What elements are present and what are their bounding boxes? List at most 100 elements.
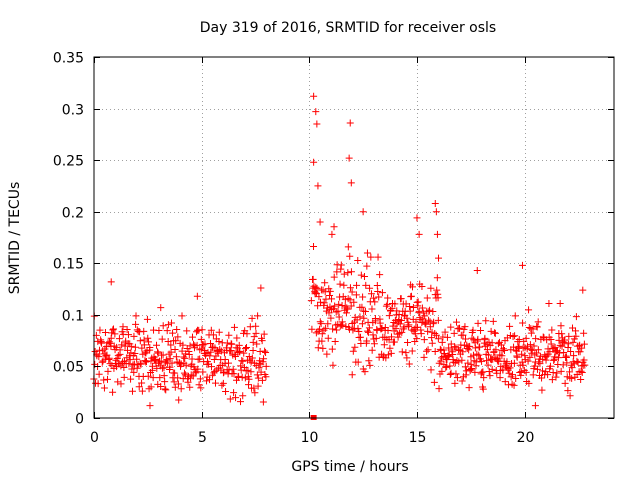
- data-point: [133, 364, 141, 372]
- data-point: [172, 353, 180, 361]
- data-point: [236, 398, 244, 406]
- data-point: [155, 327, 163, 335]
- data-point: [260, 355, 268, 363]
- data-point: [373, 326, 381, 334]
- data-point: [235, 372, 243, 380]
- data-point: [483, 346, 491, 354]
- data-point: [443, 363, 451, 371]
- data-point: [454, 346, 462, 354]
- data-point: [174, 380, 182, 388]
- data-point: [245, 375, 253, 383]
- data-point: [489, 317, 497, 325]
- data-point: [117, 380, 125, 388]
- data-point: [438, 354, 446, 362]
- data-point: [434, 316, 442, 324]
- data-point: [395, 311, 403, 319]
- data-point: [578, 362, 586, 370]
- data-point: [478, 357, 486, 365]
- data-point: [178, 312, 186, 320]
- data-point: [365, 357, 373, 365]
- data-point: [406, 303, 414, 311]
- data-point: [127, 375, 135, 383]
- data-point: [230, 389, 238, 397]
- data-point: [552, 348, 560, 356]
- data-point: [181, 354, 189, 362]
- data-point: [336, 280, 344, 288]
- data-point: [536, 360, 544, 368]
- data-point: [500, 345, 508, 353]
- data-point: [136, 337, 144, 345]
- data-point: [108, 329, 116, 337]
- data-point: [249, 347, 257, 355]
- data-point: [206, 340, 214, 348]
- data-point: [553, 369, 561, 377]
- data-point: [376, 271, 384, 279]
- data-point: [534, 346, 542, 354]
- data-point: [458, 356, 466, 364]
- data-point: [106, 339, 114, 347]
- data-point: [346, 296, 354, 304]
- data-point: [259, 358, 267, 366]
- data-point: [248, 314, 256, 322]
- data-point: [356, 333, 364, 341]
- data-point: [225, 331, 233, 339]
- data-point: [110, 325, 118, 333]
- data-point: [518, 350, 526, 358]
- data-point: [360, 314, 368, 322]
- data-point: [414, 298, 422, 306]
- data-point: [237, 362, 245, 370]
- axis-ticks: 0 0.05 0.1 0.15 0.2 0.25 0.3 0.35 0 5 10 15 20: [53, 51, 614, 446]
- data-point: [347, 302, 355, 310]
- data-point: [431, 199, 439, 207]
- data-point: [160, 364, 168, 372]
- data-point: [316, 218, 324, 226]
- data-point: [405, 360, 413, 368]
- data-point: [364, 327, 372, 335]
- data-point: [242, 367, 250, 375]
- data-point: [437, 357, 445, 365]
- data-point: [320, 326, 328, 334]
- data-point: [405, 321, 413, 329]
- data-point: [164, 337, 172, 345]
- data-point: [254, 374, 262, 382]
- data-point: [314, 182, 322, 190]
- data-point: [185, 351, 193, 359]
- data-point: [579, 286, 587, 294]
- data-point: [354, 325, 362, 333]
- data-point: [367, 290, 375, 298]
- data-point: [479, 385, 487, 393]
- data-point: [374, 253, 382, 261]
- y-tick-label: 0.35: [53, 51, 84, 67]
- data-point: [488, 339, 496, 347]
- data-point: [331, 302, 339, 310]
- data-point: [183, 327, 191, 335]
- data-point: [446, 362, 454, 370]
- data-point: [135, 383, 143, 391]
- data-point: [330, 273, 338, 281]
- data-point: [113, 354, 121, 362]
- data-point: [364, 328, 372, 336]
- data-point: [443, 356, 451, 364]
- data-point: [215, 337, 223, 345]
- data-point: [370, 294, 378, 302]
- data-point: [451, 343, 459, 351]
- data-point: [314, 302, 322, 310]
- data-point: [316, 325, 324, 333]
- data-point: [345, 154, 353, 162]
- data-point: [345, 325, 353, 333]
- data-point: [468, 365, 476, 373]
- data-point: [461, 363, 469, 371]
- data-point: [538, 374, 546, 382]
- data-point: [442, 363, 450, 371]
- data-point: [400, 323, 408, 331]
- data-point: [373, 281, 381, 289]
- data-point: [581, 361, 589, 369]
- data-point: [371, 298, 379, 306]
- grid-lines: [94, 57, 614, 418]
- data-point: [321, 279, 329, 287]
- data-point: [408, 347, 416, 355]
- data-point: [138, 379, 146, 387]
- data-point: [432, 331, 440, 339]
- data-point: [229, 365, 237, 373]
- data-point: [577, 367, 585, 375]
